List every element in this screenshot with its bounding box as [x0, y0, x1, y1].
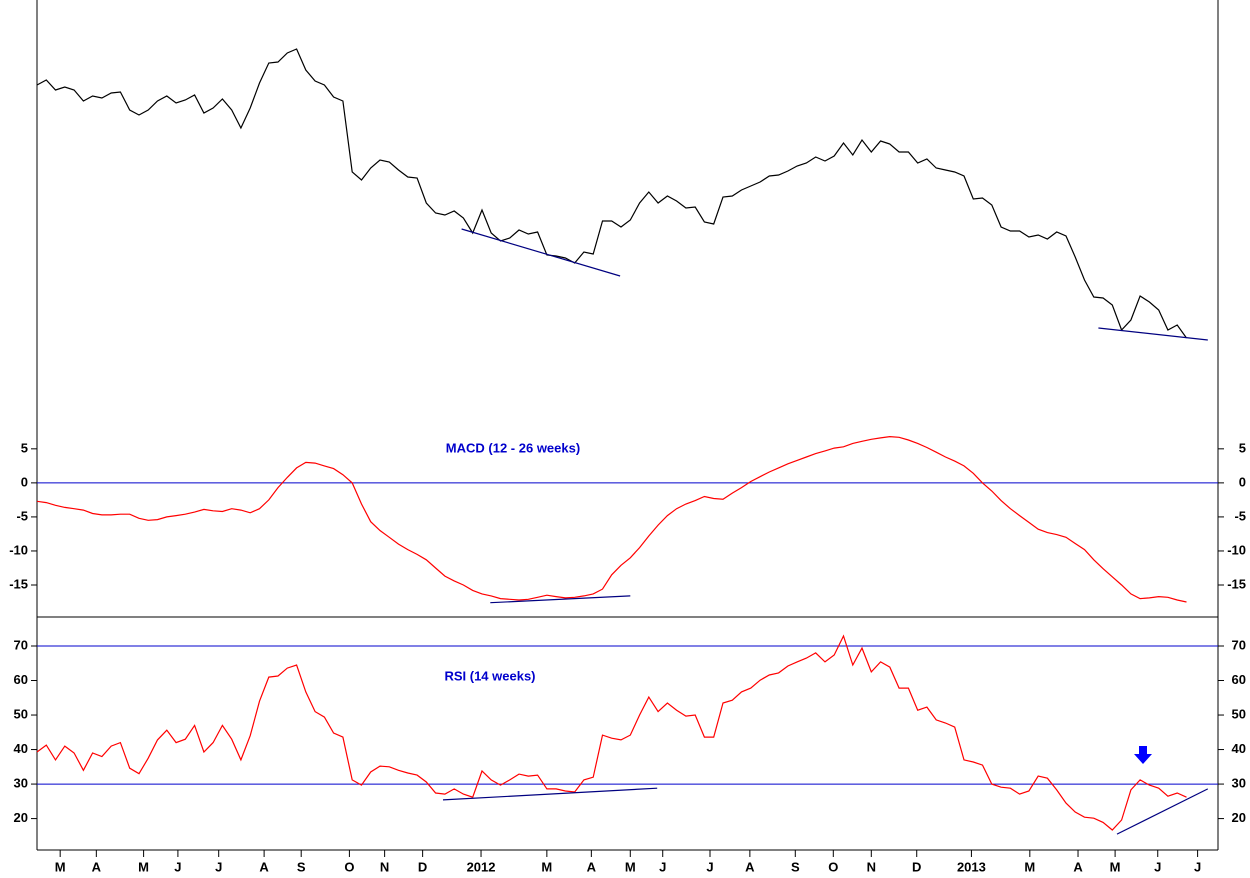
- y-tick-label: 5: [21, 440, 28, 455]
- x-tick-label: M: [1024, 859, 1035, 874]
- y-tick-label: 60: [14, 672, 28, 687]
- y-tick-label: 20: [14, 810, 28, 825]
- series-line: [36, 634, 1187, 831]
- signal-arrow: [1134, 746, 1152, 764]
- trend-line: [442, 787, 658, 801]
- series-line: [36, 435, 1187, 603]
- x-tick-label: S: [791, 859, 800, 874]
- y-tick-label-right: -5: [1234, 508, 1246, 523]
- x-tick-label: A: [92, 859, 102, 874]
- x-tick-label: D: [418, 859, 427, 874]
- y-tick-label: 70: [14, 637, 28, 652]
- x-tick-label: A: [1073, 859, 1083, 874]
- y-tick-label: -15: [9, 576, 28, 591]
- x-tick-label: N: [380, 859, 389, 874]
- panel-title: RSI (14 weeks): [444, 668, 535, 683]
- y-tick-label: 40: [14, 741, 28, 756]
- x-tick-label: J: [174, 859, 181, 874]
- x-tick-label: M: [541, 859, 552, 874]
- x-tick-label: N: [867, 859, 876, 874]
- trend-line: [490, 595, 631, 604]
- x-tick-label: 2012: [467, 859, 496, 874]
- trend-line: [1116, 788, 1209, 835]
- y-tick-label-right: 0: [1239, 474, 1246, 489]
- y-tick-label-right: -15: [1227, 576, 1246, 591]
- x-tick-label: J: [706, 859, 713, 874]
- x-tick-label: M: [1110, 859, 1121, 874]
- x-tick-label: J: [1154, 859, 1161, 874]
- x-tick-label: O: [344, 859, 354, 874]
- x-tick-label: J: [215, 859, 222, 874]
- y-tick-label: 0: [21, 474, 28, 489]
- x-tick-label: S: [297, 859, 306, 874]
- trend-line: [461, 228, 621, 277]
- x-tick-label: A: [259, 859, 269, 874]
- trend-line: [1098, 327, 1208, 341]
- y-tick-label: -10: [9, 542, 28, 557]
- y-tick-label-right: -10: [1227, 542, 1246, 557]
- x-tick-label: J: [1194, 859, 1201, 874]
- panel-title: MACD (12 - 26 weeks): [446, 440, 580, 455]
- x-tick-label: A: [587, 859, 597, 874]
- y-tick-label: 50: [14, 706, 28, 721]
- y-tick-label: -5: [16, 508, 28, 523]
- x-tick-label: 2013: [957, 859, 986, 874]
- x-tick-label: A: [745, 859, 755, 874]
- y-tick-label-right: 70: [1232, 637, 1246, 652]
- x-tick-label: M: [138, 859, 149, 874]
- x-tick-label: M: [625, 859, 636, 874]
- y-tick-label-right: 40: [1232, 741, 1246, 756]
- x-tick-label: O: [828, 859, 838, 874]
- y-tick-label-right: 20: [1232, 810, 1246, 825]
- y-tick-label-right: 30: [1232, 776, 1246, 791]
- x-tick-label: D: [912, 859, 921, 874]
- y-tick-label-right: 5: [1239, 440, 1246, 455]
- series-line: [36, 48, 1187, 339]
- y-tick-label: 30: [14, 776, 28, 791]
- x-tick-label: M: [55, 859, 66, 874]
- y-tick-label-right: 50: [1232, 706, 1246, 721]
- y-tick-label-right: 60: [1232, 672, 1246, 687]
- x-tick-label: J: [659, 859, 666, 874]
